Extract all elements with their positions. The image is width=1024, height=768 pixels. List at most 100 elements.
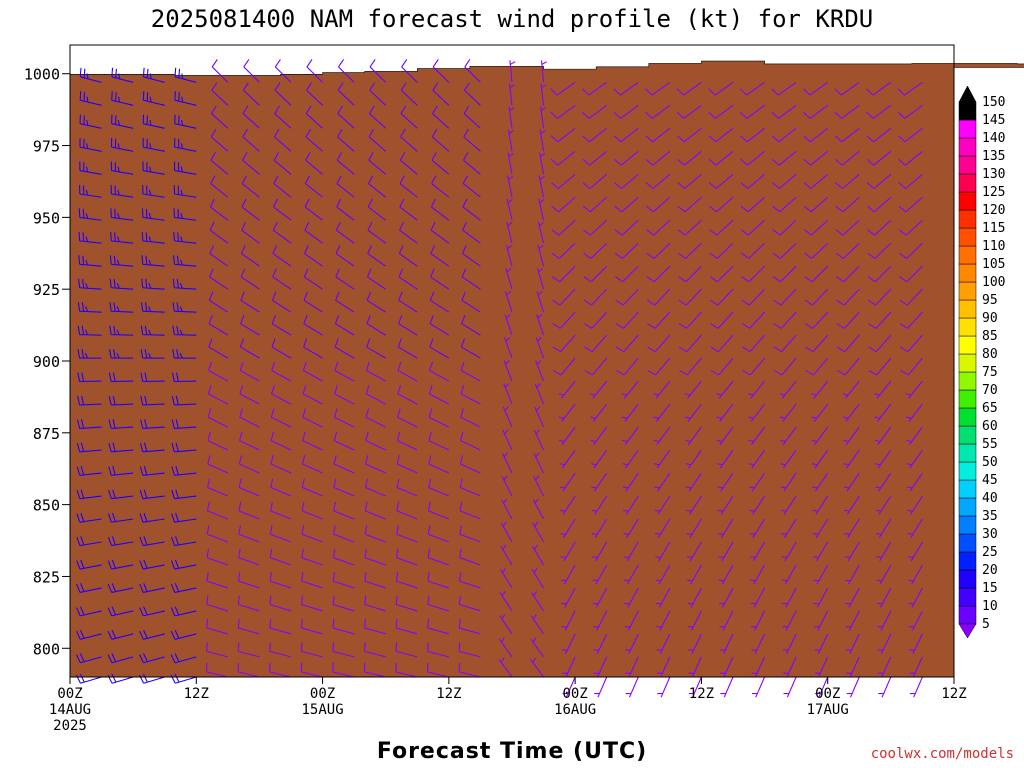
barb-staff xyxy=(237,671,260,678)
wind-barb xyxy=(551,265,576,283)
colorbar-swatch xyxy=(958,551,977,571)
barb-feather xyxy=(718,533,724,535)
barb-staff xyxy=(905,219,923,236)
barb-feather xyxy=(337,82,344,91)
barb-feather xyxy=(510,61,516,65)
wind-barb xyxy=(110,208,134,221)
wind-barb xyxy=(907,541,923,562)
barb-staff xyxy=(461,276,481,290)
barb-staff xyxy=(428,533,450,543)
wind-barb xyxy=(677,150,702,166)
wind-barb xyxy=(559,426,576,446)
barb-feather xyxy=(583,299,592,306)
wind-barb xyxy=(459,478,481,497)
barb-staff xyxy=(810,173,829,189)
barb-feather xyxy=(541,84,547,88)
barb-feather xyxy=(274,59,281,68)
barb-feather xyxy=(866,88,874,96)
wind-barb xyxy=(397,361,418,382)
wind-barb xyxy=(835,173,860,189)
barb-feather xyxy=(75,654,81,663)
barb-feather xyxy=(171,442,175,452)
barb-feather xyxy=(805,346,814,353)
barb-feather xyxy=(710,323,719,329)
barb-staff xyxy=(429,323,450,336)
barb-feather xyxy=(240,315,245,324)
wind-barb xyxy=(272,268,292,290)
wind-barb xyxy=(336,175,355,198)
wind-barb xyxy=(593,656,608,678)
wind-barb xyxy=(508,83,515,106)
barb-feather xyxy=(303,291,308,301)
barb-feather xyxy=(238,455,243,465)
barb-staff xyxy=(463,113,481,129)
barb-staff xyxy=(334,346,355,359)
barb-feather xyxy=(805,369,814,376)
barb-feather xyxy=(108,372,112,382)
wind-barb xyxy=(77,372,102,383)
barb-feather xyxy=(144,349,148,359)
barb-staff xyxy=(779,196,797,213)
wind-barb xyxy=(79,67,102,83)
wind-barb xyxy=(772,265,797,283)
wind-barb xyxy=(427,572,450,589)
wind-barb xyxy=(332,572,355,589)
barb-staff xyxy=(779,242,797,259)
wind-barb xyxy=(802,81,829,96)
wind-barb xyxy=(397,338,418,359)
barb-feather xyxy=(336,198,342,208)
wind-barb xyxy=(875,449,892,469)
barb-feather xyxy=(749,533,756,535)
credit-link[interactable]: coolwx.com/models xyxy=(871,746,1014,762)
barb-staff xyxy=(303,369,323,382)
barb-feather xyxy=(583,229,591,236)
wind-barb xyxy=(812,518,829,538)
barb-feather xyxy=(506,290,512,296)
barb-feather xyxy=(364,525,368,535)
barb-feather xyxy=(866,111,874,119)
barb-staff xyxy=(206,650,228,658)
barb-feather xyxy=(116,259,120,266)
wind-barb xyxy=(210,128,229,152)
barb-staff xyxy=(872,104,892,119)
barb-staff xyxy=(272,253,292,267)
wind-barb xyxy=(270,431,292,451)
barb-feather xyxy=(85,166,89,173)
wind-barb xyxy=(742,334,765,353)
barb-feather xyxy=(835,252,844,259)
wind-barb xyxy=(719,587,734,608)
barb-feather xyxy=(431,128,438,138)
barb-feather xyxy=(538,221,544,227)
wind-barb xyxy=(237,618,260,635)
barb-feather xyxy=(458,595,461,605)
barb-feather xyxy=(740,229,749,236)
barb-feather xyxy=(622,463,628,466)
wind-barb xyxy=(716,403,734,422)
wind-barb xyxy=(739,81,765,96)
wind-barb xyxy=(396,455,418,474)
barb-feather xyxy=(207,408,212,418)
barb-staff xyxy=(432,113,450,129)
barb-staff xyxy=(243,66,260,83)
barb-feather xyxy=(171,513,176,523)
barb-feather xyxy=(112,395,116,405)
colorbar-label: 40 xyxy=(982,491,998,506)
barb-staff xyxy=(270,557,292,566)
wind-barb xyxy=(334,385,355,405)
barb-feather xyxy=(812,486,818,489)
barb-feather xyxy=(399,175,405,184)
colorbar-swatch xyxy=(958,101,977,121)
barb-feather xyxy=(306,59,313,68)
wind-barb xyxy=(677,173,702,189)
wind-barb xyxy=(709,242,734,259)
barb-staff xyxy=(904,150,923,166)
wind-barb xyxy=(461,291,481,313)
wind-barb xyxy=(614,150,639,166)
barb-feather xyxy=(874,439,881,443)
barb-staff xyxy=(272,229,292,244)
wind-barb xyxy=(504,337,513,359)
barb-feather xyxy=(803,182,812,189)
wind-barb xyxy=(687,610,702,631)
barb-feather xyxy=(175,466,179,476)
wind-barb xyxy=(908,587,923,608)
